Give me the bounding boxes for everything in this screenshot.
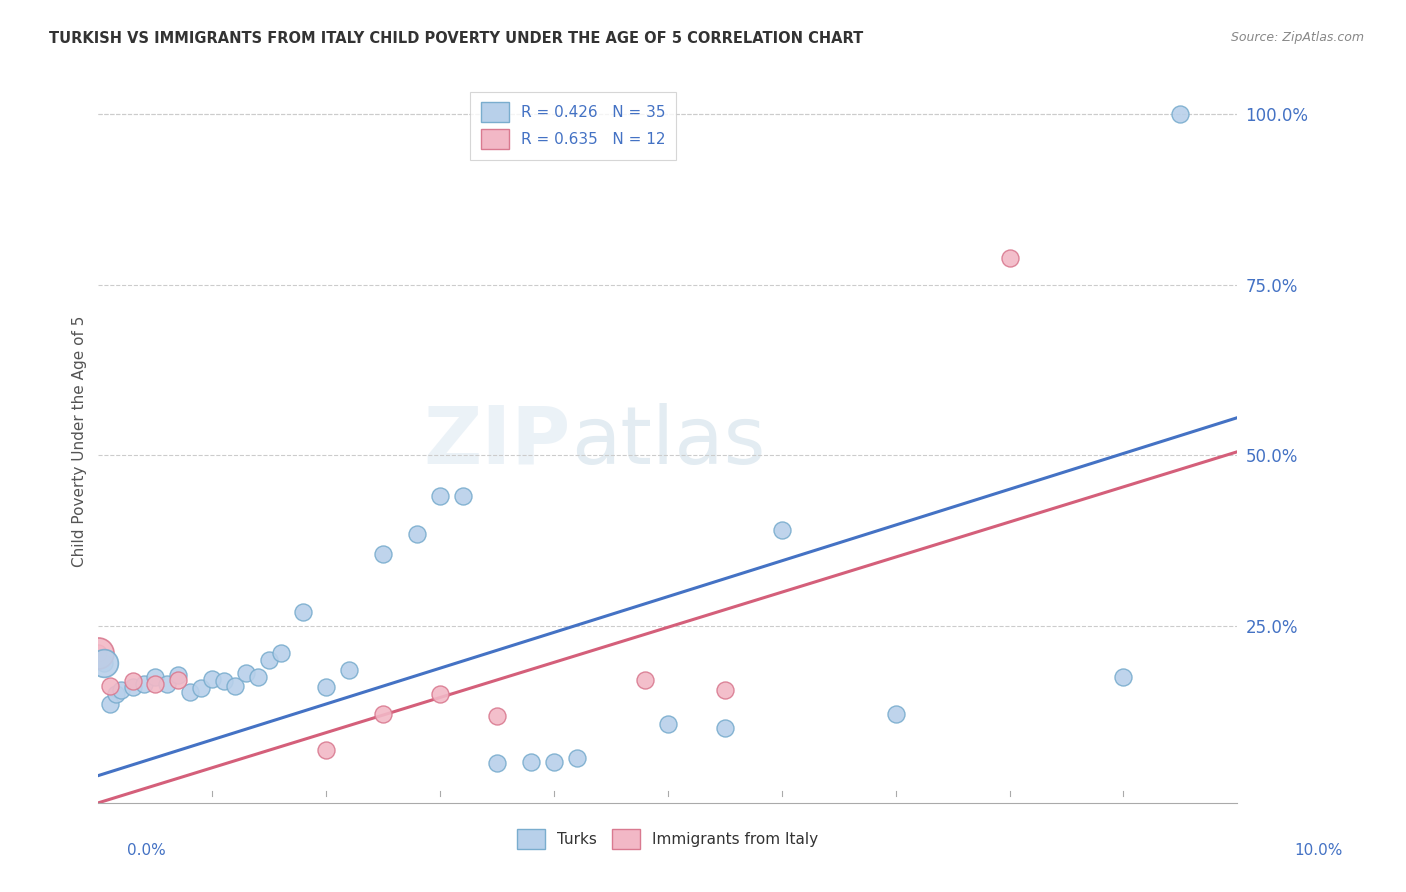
Point xyxy=(1112,670,1135,684)
Point xyxy=(406,526,429,541)
Point xyxy=(315,742,337,756)
Y-axis label: Child Poverty Under the Age of 5: Child Poverty Under the Age of 5 xyxy=(72,316,87,567)
Point xyxy=(337,663,360,677)
Point xyxy=(634,673,657,687)
Point xyxy=(145,670,167,684)
Point xyxy=(212,674,235,689)
Text: TURKISH VS IMMIGRANTS FROM ITALY CHILD POVERTY UNDER THE AGE OF 5 CORRELATION CH: TURKISH VS IMMIGRANTS FROM ITALY CHILD P… xyxy=(49,31,863,46)
Point xyxy=(315,680,337,694)
Point xyxy=(98,679,121,693)
Point xyxy=(246,670,269,684)
Point xyxy=(179,685,201,699)
Point xyxy=(884,707,907,722)
Point xyxy=(429,687,451,701)
Point xyxy=(224,679,246,693)
Point xyxy=(190,681,212,696)
Point xyxy=(451,489,474,503)
Text: atlas: atlas xyxy=(571,402,765,481)
Point xyxy=(87,646,110,660)
Point xyxy=(104,687,127,701)
Point xyxy=(145,676,167,690)
Point xyxy=(87,646,110,660)
Point xyxy=(520,755,543,769)
Point xyxy=(121,680,143,694)
Point xyxy=(657,717,679,731)
Point xyxy=(486,708,509,723)
Point xyxy=(270,646,292,660)
Point xyxy=(714,721,737,735)
Point xyxy=(167,673,190,687)
Point xyxy=(714,683,737,698)
Point xyxy=(98,697,121,711)
Point xyxy=(998,251,1021,265)
Text: Source: ZipAtlas.com: Source: ZipAtlas.com xyxy=(1230,31,1364,45)
Point xyxy=(1170,107,1192,121)
Point xyxy=(259,653,281,667)
Point xyxy=(156,676,179,690)
Point xyxy=(235,666,257,681)
Point xyxy=(93,656,115,670)
Point xyxy=(543,755,565,769)
Point xyxy=(167,667,190,681)
Text: 10.0%: 10.0% xyxy=(1295,843,1343,858)
Point xyxy=(121,674,143,689)
Point xyxy=(429,489,451,503)
Point xyxy=(373,547,395,561)
Point xyxy=(373,707,395,722)
Legend: Turks, Immigrants from Italy: Turks, Immigrants from Italy xyxy=(510,822,825,856)
Point xyxy=(565,751,588,765)
Text: ZIP: ZIP xyxy=(423,402,571,481)
Point xyxy=(110,683,132,698)
Point xyxy=(93,656,115,670)
Point xyxy=(770,523,793,537)
Point xyxy=(201,672,224,686)
Point xyxy=(132,676,155,690)
Point xyxy=(292,605,315,619)
Text: 0.0%: 0.0% xyxy=(127,843,166,858)
Point xyxy=(486,756,509,771)
